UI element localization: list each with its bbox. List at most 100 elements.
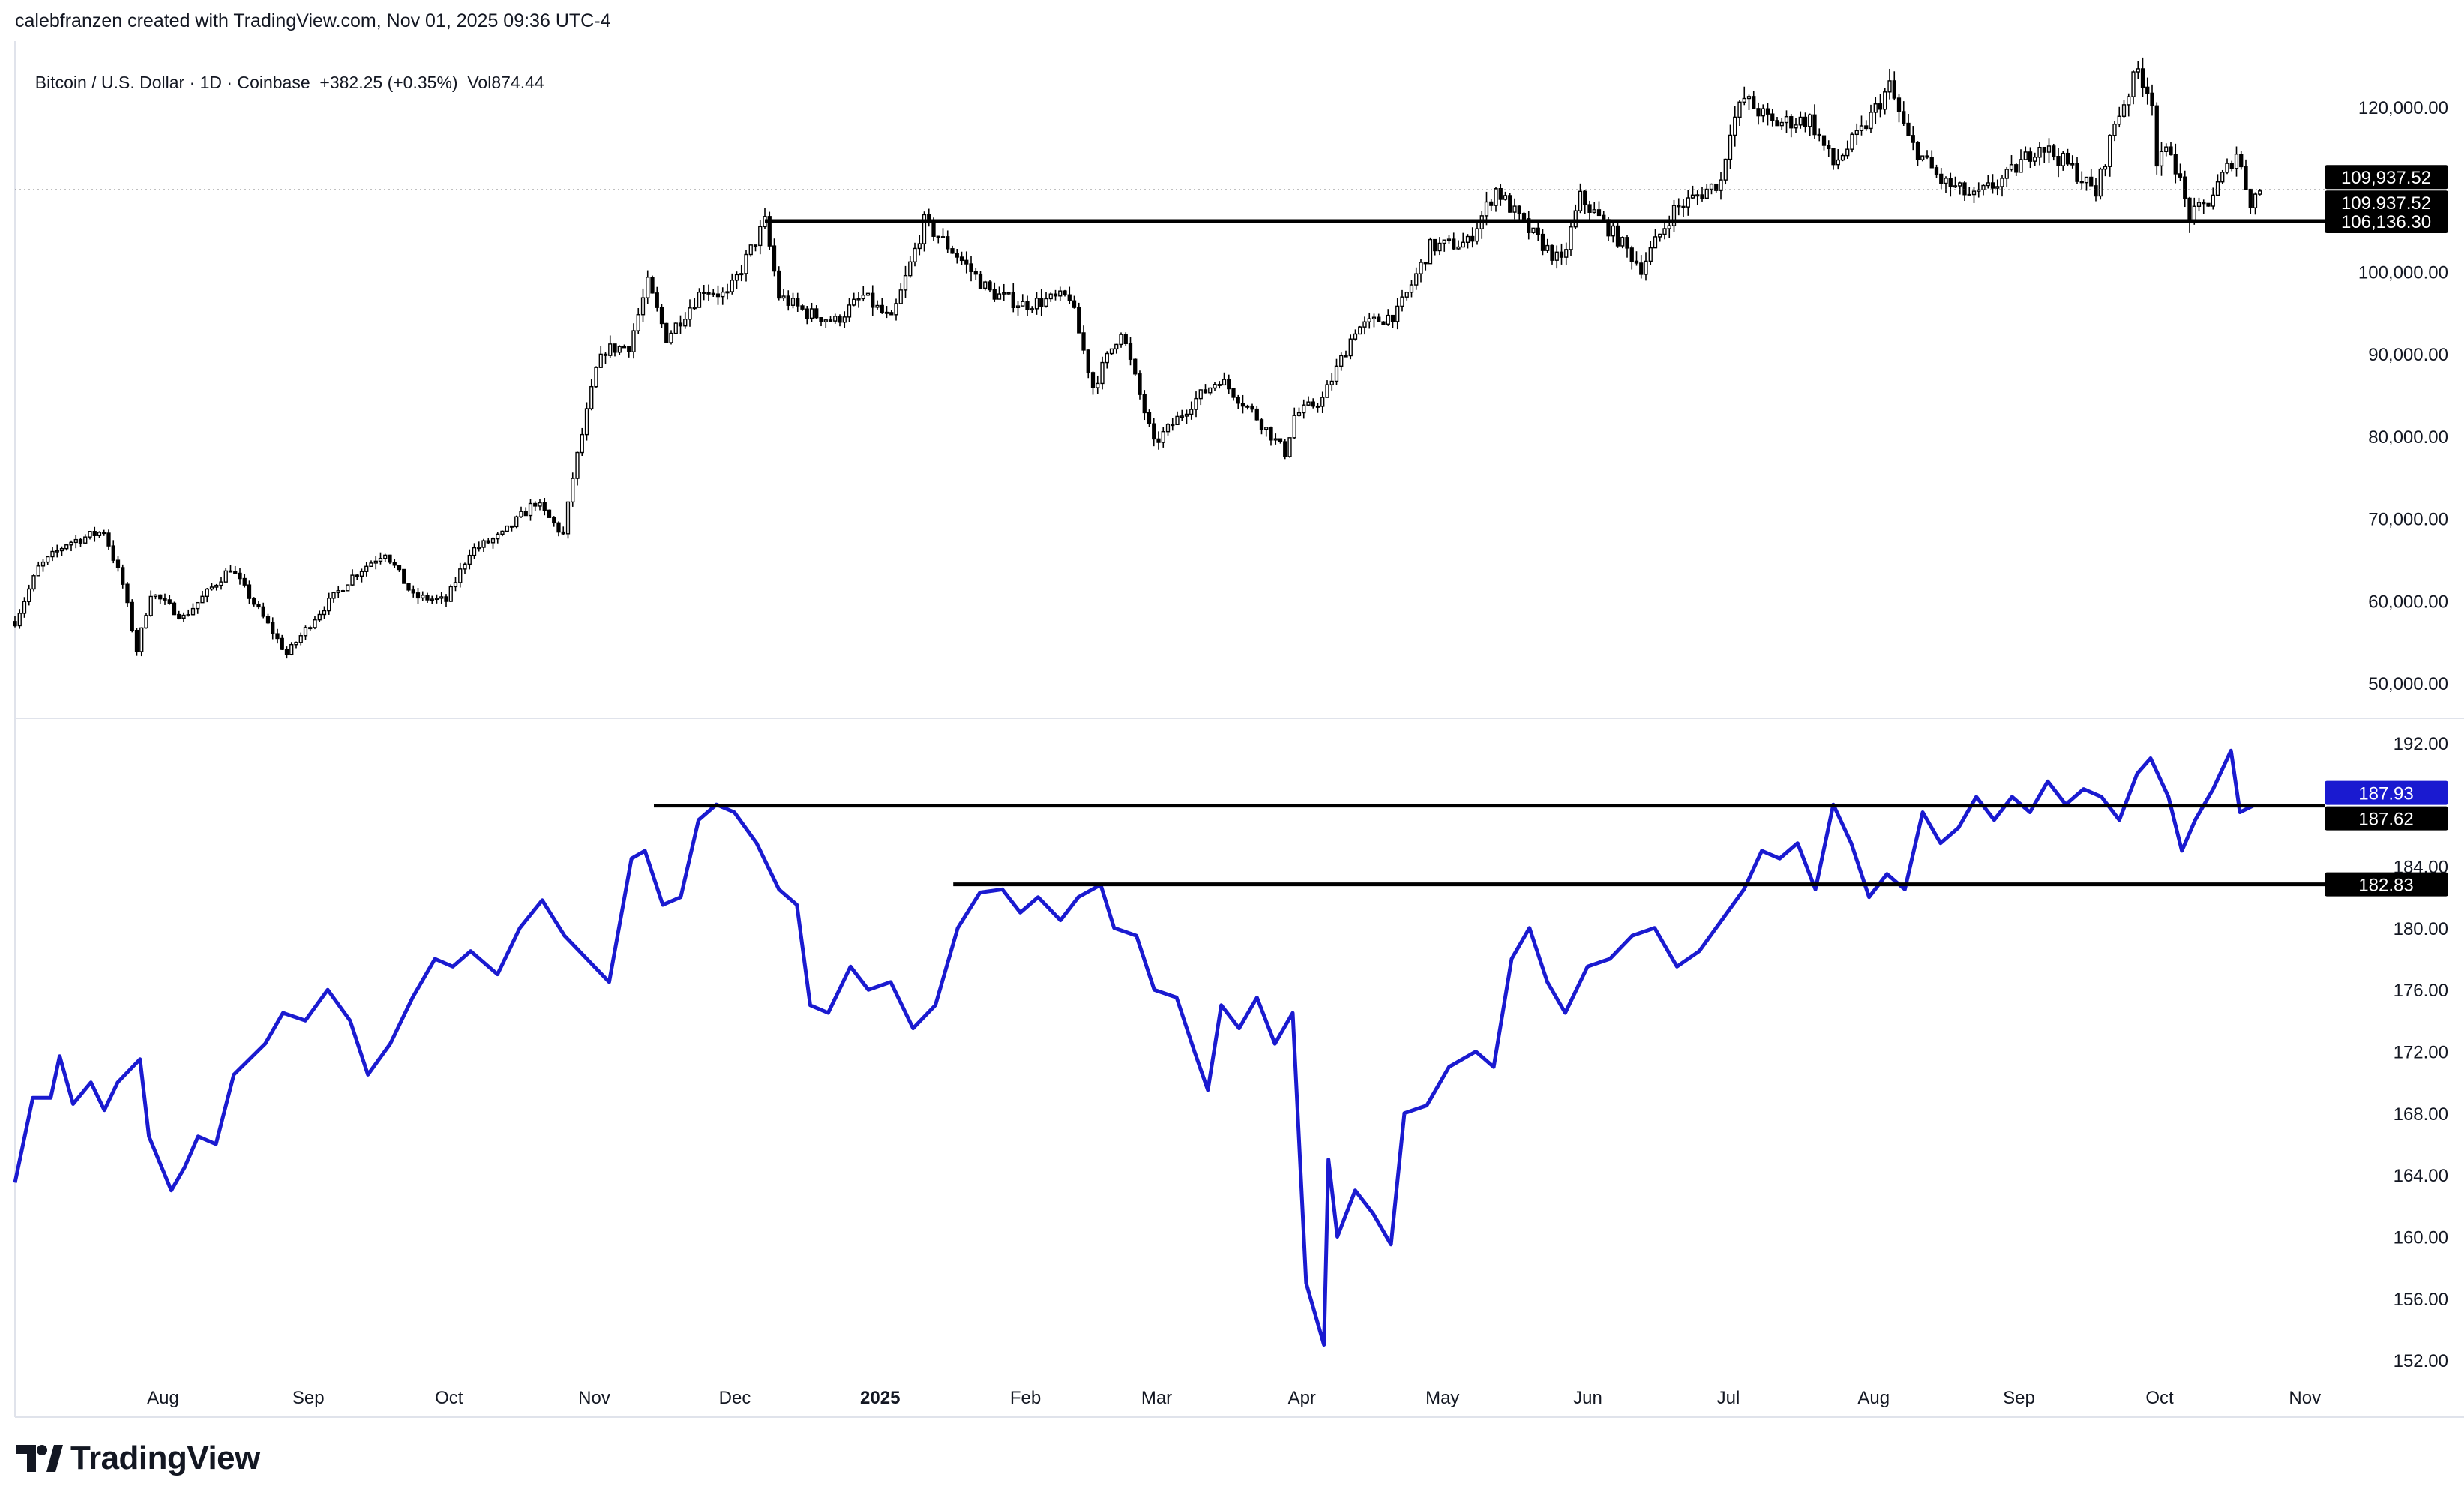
candle[interactable] bbox=[1695, 190, 1700, 205]
candle[interactable] bbox=[1128, 337, 1133, 366]
candle[interactable] bbox=[509, 525, 514, 532]
candle[interactable] bbox=[2178, 163, 2183, 181]
candle[interactable] bbox=[336, 586, 340, 598]
candle[interactable] bbox=[683, 312, 688, 329]
candle[interactable] bbox=[1620, 236, 1625, 249]
candle[interactable] bbox=[1803, 112, 1808, 133]
candle[interactable] bbox=[1503, 191, 1508, 201]
candle[interactable] bbox=[1371, 313, 1377, 328]
candle[interactable] bbox=[1671, 199, 1677, 232]
candle[interactable] bbox=[2258, 189, 2262, 196]
candle[interactable] bbox=[1859, 115, 1864, 136]
candle[interactable] bbox=[1850, 132, 1854, 153]
candle[interactable] bbox=[1386, 309, 1390, 326]
candle[interactable] bbox=[1302, 399, 1306, 419]
candle[interactable] bbox=[1414, 267, 1419, 290]
ratio-tag[interactable]: 187.62 bbox=[2325, 806, 2448, 831]
candle[interactable] bbox=[955, 248, 959, 264]
price-tag[interactable]: 109,937.52 bbox=[2325, 190, 2448, 215]
candle[interactable] bbox=[594, 366, 598, 388]
candle[interactable] bbox=[978, 271, 983, 289]
candle[interactable] bbox=[148, 590, 153, 617]
candle[interactable] bbox=[950, 245, 955, 254]
candle[interactable] bbox=[2248, 188, 2253, 214]
candle[interactable] bbox=[809, 302, 814, 322]
candle[interactable] bbox=[139, 627, 144, 657]
candle[interactable] bbox=[1977, 182, 1981, 198]
candle[interactable] bbox=[561, 526, 565, 535]
candle[interactable] bbox=[913, 242, 917, 267]
candle[interactable] bbox=[421, 591, 425, 601]
candle[interactable] bbox=[828, 316, 833, 322]
candle[interactable] bbox=[636, 307, 640, 334]
candle[interactable] bbox=[2108, 134, 2112, 177]
candle[interactable] bbox=[196, 601, 200, 614]
candle[interactable] bbox=[1831, 148, 1836, 170]
candle[interactable] bbox=[1039, 289, 1044, 316]
candle[interactable] bbox=[500, 530, 505, 537]
candle[interactable] bbox=[1686, 190, 1690, 216]
candle[interactable] bbox=[2169, 142, 2173, 156]
candle[interactable] bbox=[1827, 140, 1831, 157]
candle[interactable] bbox=[1653, 229, 1658, 249]
candle[interactable] bbox=[1667, 215, 1671, 238]
candle[interactable] bbox=[992, 282, 997, 302]
candle[interactable] bbox=[861, 286, 865, 302]
candle[interactable] bbox=[472, 543, 477, 559]
candle[interactable] bbox=[1517, 205, 1521, 220]
candle[interactable] bbox=[631, 323, 636, 359]
candle[interactable] bbox=[898, 283, 903, 304]
candle[interactable] bbox=[1840, 153, 1845, 162]
candle[interactable] bbox=[69, 540, 73, 552]
candle[interactable] bbox=[2220, 169, 2225, 184]
candle[interactable] bbox=[1915, 141, 1920, 166]
candles[interactable] bbox=[13, 57, 2262, 659]
candle[interactable] bbox=[983, 280, 988, 291]
candle[interactable] bbox=[2089, 169, 2094, 187]
candle[interactable] bbox=[655, 286, 659, 312]
candle[interactable] bbox=[242, 574, 247, 588]
candle[interactable] bbox=[256, 601, 261, 610]
candle[interactable] bbox=[1569, 221, 1573, 256]
candle[interactable] bbox=[964, 251, 969, 274]
candle[interactable] bbox=[392, 559, 397, 568]
candle[interactable] bbox=[2098, 167, 2103, 200]
candle[interactable] bbox=[725, 283, 730, 300]
candle[interactable] bbox=[2009, 155, 2014, 172]
candle[interactable] bbox=[1869, 104, 1873, 133]
candle[interactable] bbox=[92, 526, 97, 542]
symbol-name[interactable]: Bitcoin / U.S. Dollar · 1D · Coinbase bbox=[34, 73, 310, 92]
candle[interactable] bbox=[580, 427, 584, 456]
candle[interactable] bbox=[1395, 298, 1400, 330]
candle[interactable] bbox=[646, 270, 650, 304]
candle[interactable] bbox=[1878, 94, 1883, 118]
candle[interactable] bbox=[753, 244, 758, 252]
candle[interactable] bbox=[181, 612, 186, 622]
candle[interactable] bbox=[313, 616, 317, 630]
candle[interactable] bbox=[1953, 176, 1958, 188]
candle[interactable] bbox=[917, 235, 922, 256]
candle[interactable] bbox=[327, 592, 331, 615]
candle[interactable] bbox=[388, 554, 392, 565]
candle[interactable] bbox=[1817, 128, 1821, 142]
candle[interactable] bbox=[490, 537, 496, 549]
candle[interactable] bbox=[102, 529, 106, 536]
candle[interactable] bbox=[1536, 219, 1540, 241]
candle[interactable] bbox=[505, 525, 509, 532]
candle[interactable] bbox=[1864, 120, 1869, 131]
candle[interactable] bbox=[2229, 160, 2234, 172]
candle[interactable] bbox=[73, 535, 78, 549]
candle[interactable] bbox=[871, 285, 875, 316]
candle[interactable] bbox=[613, 343, 617, 357]
candle[interactable] bbox=[1737, 100, 1742, 127]
candle[interactable] bbox=[1063, 289, 1067, 297]
candle[interactable] bbox=[2033, 152, 2037, 166]
candle[interactable] bbox=[177, 610, 181, 620]
candle[interactable] bbox=[547, 509, 552, 518]
candle[interactable] bbox=[2244, 159, 2248, 190]
candle[interactable] bbox=[1986, 175, 1990, 189]
candle[interactable] bbox=[1470, 227, 1475, 248]
candle[interactable] bbox=[946, 230, 950, 253]
candle[interactable] bbox=[1264, 427, 1269, 437]
candle[interactable] bbox=[1981, 184, 1986, 196]
